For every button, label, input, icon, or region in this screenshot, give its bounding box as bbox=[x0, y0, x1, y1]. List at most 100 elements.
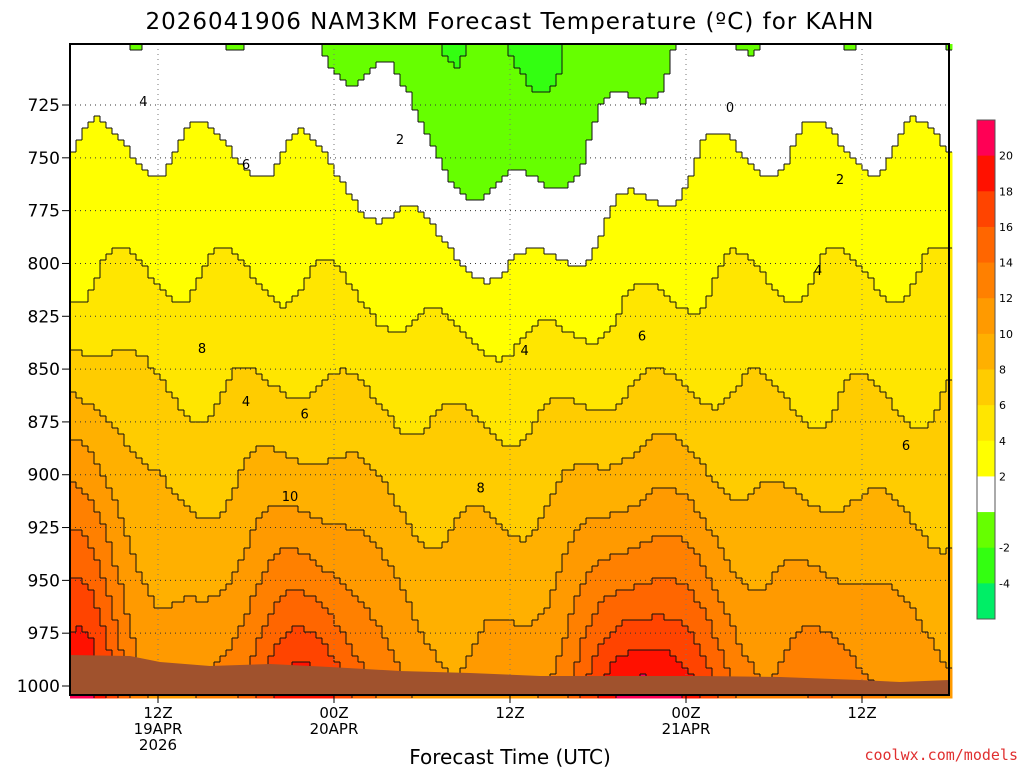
field-cell bbox=[220, 254, 227, 261]
field-cell bbox=[280, 116, 287, 123]
field-cell bbox=[124, 290, 131, 297]
field-cell bbox=[340, 320, 347, 327]
field-cell bbox=[298, 308, 305, 315]
field-cell bbox=[142, 650, 149, 657]
field-cell bbox=[208, 632, 215, 639]
field-cell bbox=[160, 56, 167, 63]
field-cell bbox=[148, 428, 155, 435]
field-cell bbox=[106, 224, 113, 231]
field-cell bbox=[196, 560, 203, 567]
field-cell bbox=[160, 164, 167, 171]
field-cell bbox=[88, 200, 95, 207]
field-cell bbox=[256, 344, 263, 351]
field-cell bbox=[70, 104, 77, 111]
field-cell bbox=[334, 656, 341, 663]
field-cell bbox=[292, 212, 299, 219]
field-cell bbox=[268, 506, 275, 513]
field-cell bbox=[148, 524, 155, 531]
field-cell bbox=[250, 494, 257, 501]
field-cell bbox=[226, 362, 233, 369]
field-cell bbox=[106, 104, 113, 111]
field-cell bbox=[316, 578, 323, 585]
field-cell bbox=[142, 620, 149, 627]
field-cell bbox=[280, 578, 287, 585]
field-cell bbox=[226, 578, 233, 585]
field-cell bbox=[328, 452, 335, 459]
field-cell bbox=[268, 224, 275, 231]
field-cell bbox=[202, 578, 209, 585]
field-cell bbox=[226, 350, 233, 357]
field-cell bbox=[82, 344, 89, 351]
field-cell bbox=[268, 122, 275, 129]
field-cell bbox=[268, 242, 275, 249]
field-cell bbox=[334, 356, 341, 363]
field-cell bbox=[226, 506, 233, 513]
field-cell bbox=[136, 500, 143, 507]
field-cell bbox=[226, 164, 233, 171]
field-cell bbox=[262, 530, 269, 537]
field-cell bbox=[94, 464, 101, 471]
field-cell bbox=[124, 314, 131, 321]
field-cell bbox=[118, 266, 125, 273]
field-cell bbox=[322, 134, 329, 141]
field-cell bbox=[226, 302, 233, 309]
field-cell bbox=[256, 254, 263, 261]
field-cell bbox=[340, 488, 347, 495]
field-cell bbox=[304, 50, 311, 57]
field-cell bbox=[172, 350, 179, 357]
field-cell bbox=[118, 482, 125, 489]
field-cell bbox=[208, 224, 215, 231]
field-cell bbox=[268, 272, 275, 279]
field-cell bbox=[274, 92, 281, 99]
field-cell bbox=[250, 278, 257, 285]
field-cell bbox=[268, 368, 275, 375]
field-cell bbox=[76, 104, 83, 111]
field-cell bbox=[112, 494, 119, 501]
field-cell bbox=[214, 266, 221, 273]
field-cell bbox=[124, 542, 131, 549]
field-cell bbox=[274, 212, 281, 219]
field-cell bbox=[118, 554, 125, 561]
field-cell bbox=[124, 500, 131, 507]
field-cell bbox=[292, 86, 299, 93]
field-cell bbox=[106, 116, 113, 123]
field-cell bbox=[256, 134, 263, 141]
field-cell bbox=[310, 656, 317, 663]
field-cell bbox=[136, 128, 143, 135]
field-cell bbox=[286, 398, 293, 405]
field-cell bbox=[76, 74, 83, 81]
field-cell bbox=[274, 650, 281, 657]
field-cell bbox=[226, 170, 233, 177]
field-cell bbox=[328, 488, 335, 495]
field-cell bbox=[310, 416, 317, 423]
field-cell bbox=[166, 110, 173, 117]
field-cell bbox=[160, 344, 167, 351]
field-cell bbox=[70, 506, 77, 513]
field-cell bbox=[136, 266, 143, 273]
field-cell bbox=[280, 164, 287, 171]
field-cell bbox=[238, 350, 245, 357]
field-cell bbox=[88, 518, 95, 525]
field-cell bbox=[112, 476, 119, 483]
field-cell bbox=[88, 68, 95, 75]
field-cell bbox=[76, 584, 83, 591]
field-cell bbox=[220, 614, 227, 621]
field-cell bbox=[112, 482, 119, 489]
field-cell bbox=[262, 272, 269, 279]
field-cell bbox=[76, 548, 83, 555]
field-cell bbox=[154, 140, 161, 147]
field-cell bbox=[274, 458, 281, 465]
field-cell bbox=[298, 176, 305, 183]
field-cell bbox=[178, 602, 185, 609]
field-cell bbox=[322, 314, 329, 321]
field-cell bbox=[154, 122, 161, 129]
field-cell bbox=[274, 536, 281, 543]
field-cell bbox=[202, 86, 209, 93]
field-cell bbox=[184, 518, 191, 525]
field-cell bbox=[118, 440, 125, 447]
field-cell bbox=[214, 422, 221, 429]
field-cell bbox=[244, 404, 251, 411]
field-cell bbox=[220, 374, 227, 381]
field-cell bbox=[268, 248, 275, 255]
field-cell bbox=[118, 476, 125, 483]
